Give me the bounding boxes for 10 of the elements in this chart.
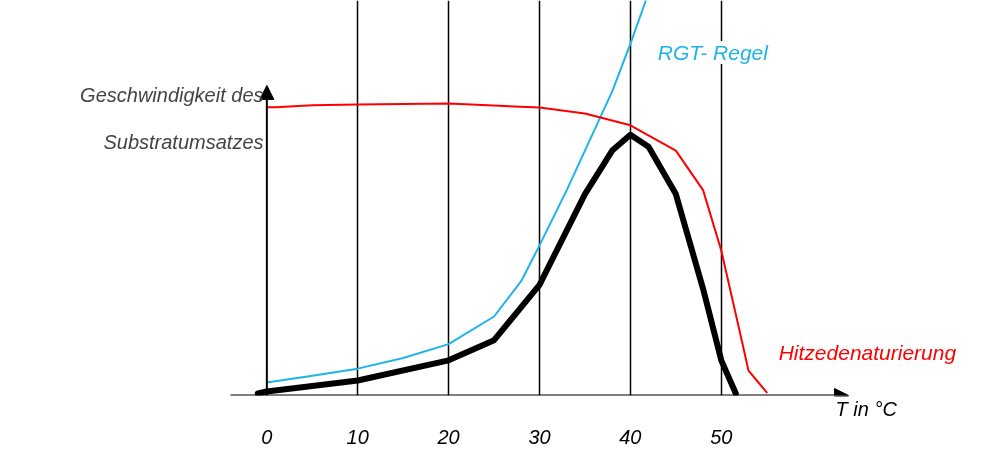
x-tick-label: 20 (436, 425, 460, 448)
x-axis-title: T in °C (835, 397, 898, 420)
x-tick-label: 30 (528, 425, 551, 448)
series-label: RGT- Regel (657, 41, 770, 64)
text: Geschwindigkeit des Substratumsatzes (80, 84, 264, 153)
x-tick-label: 50 (710, 425, 733, 448)
x-tick-label: 0 (261, 425, 273, 448)
x-tick-label: 10 (346, 425, 369, 448)
series-label: Hitzedenaturierung (778, 340, 957, 364)
x-tick-label: 40 (619, 425, 642, 448)
